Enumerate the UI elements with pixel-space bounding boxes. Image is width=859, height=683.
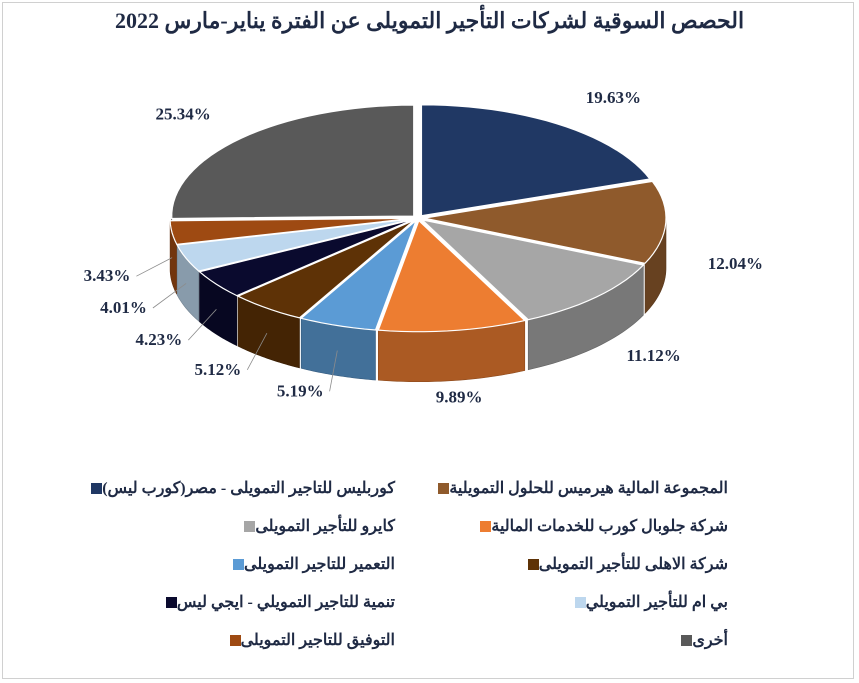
pie-slice-9 [171,104,415,220]
data-label-4: 5.19% [277,381,324,400]
pie-labels: 19.63% 12.04% 11.12% 9.89% 5.19% 5.12% 4.23% 4.… [84,88,763,407]
legend-label-3: شركة جلوبال كورب للخدمات المالية [491,518,728,535]
chart-title: الحصص السوقية لشركات التأجير التمويلى عن… [114,8,745,33]
legend-item-9: أخرى [673,630,728,650]
pie-slice-2 [420,218,645,321]
legend-swatch-0 [91,482,103,494]
legend-swatch-5 [527,558,539,570]
chart-legend: كوربليس للتاجير التمويلى - مصر(كورب ليس)… [0,478,859,678]
legend-label-2: كايرو للتأجير التمويلى [255,518,395,535]
pie-sides [169,216,667,383]
pie-slice-5 [236,219,415,319]
data-label-0: 19.63% [586,88,641,107]
data-label-5: 5.12% [195,360,242,379]
legend-swatch-3 [480,520,492,532]
pie-slice-7 [176,218,413,272]
legend-label-4: التعمير للتاجير التمويلى [244,556,395,573]
legend-item-4: التعمير للتاجير التمويلى [225,554,395,574]
pie-slice-6 [198,219,414,297]
pie-slice-1 [423,180,667,264]
pie-slice-3 [377,219,527,333]
pie-slice-4 [299,218,418,331]
data-label-8: 3.43% [84,266,131,285]
legend-item-0: كوربليس للتاجير التمويلى - مصر(كورب ليس) [83,478,395,498]
pie-slice-0 [420,104,651,217]
data-label-2: 11.12% [627,346,681,365]
legend-swatch-4 [233,558,245,570]
legend-label-7: بي ام للتأجير التمويلي [585,594,728,611]
data-label-9: 25.34% [156,104,211,123]
legend-label-8: التوفيق للتاجير التمويلى [240,632,395,649]
pie-tops [169,104,667,333]
legend-swatch-6 [165,596,177,608]
leader-line-8 [136,257,173,277]
legend-item-8: التوفيق للتاجير التمويلى [222,630,395,650]
pie-chart: 19.63% 12.04% 11.12% 9.89% 5.19% 5.12% 4.23% 4.… [84,88,763,407]
legend-item-2: كايرو للتأجير التمويلى [236,516,395,536]
legend-item-6: تنمية للتاجير التمويلي - ايجي ليس [158,592,395,612]
legend-swatch-2 [244,520,256,532]
leader-line-6 [188,309,217,341]
legend-label-0: كوربليس للتاجير التمويلى - مصر(كورب ليس) [102,480,395,497]
legend-swatch-9 [681,634,693,646]
legend-item-7: بي ام للتأجير التمويلي [567,592,728,612]
pie-slice-8 [169,217,413,246]
data-label-1: 12.04% [708,254,763,273]
legend-item-1: المجموعة المالية هيرميس للحلول التمويلية [430,478,728,498]
leader-line-7 [152,283,187,309]
legend-swatch-7 [574,596,586,608]
legend-label-6: تنمية للتاجير التمويلي - ايجي ليس [176,594,395,611]
legend-item-5: شركة الاهلى للتأجير التمويلى [520,554,728,574]
data-label-3: 9.89% [436,388,483,407]
legend-label-9: أخرى [692,632,728,649]
data-label-6: 4.23% [136,330,183,349]
legend-label-5: شركة الاهلى للتأجير التمويلى [538,556,728,573]
legend-item-3: شركة جلوبال كورب للخدمات المالية [472,516,728,536]
data-label-7: 4.01% [100,298,147,317]
legend-label-1: المجموعة المالية هيرميس للحلول التمويلية [449,480,728,497]
legend-swatch-8 [229,634,241,646]
leader-line-5 [246,333,268,370]
legend-swatch-1 [438,482,450,494]
leader-line-4 [329,350,338,392]
